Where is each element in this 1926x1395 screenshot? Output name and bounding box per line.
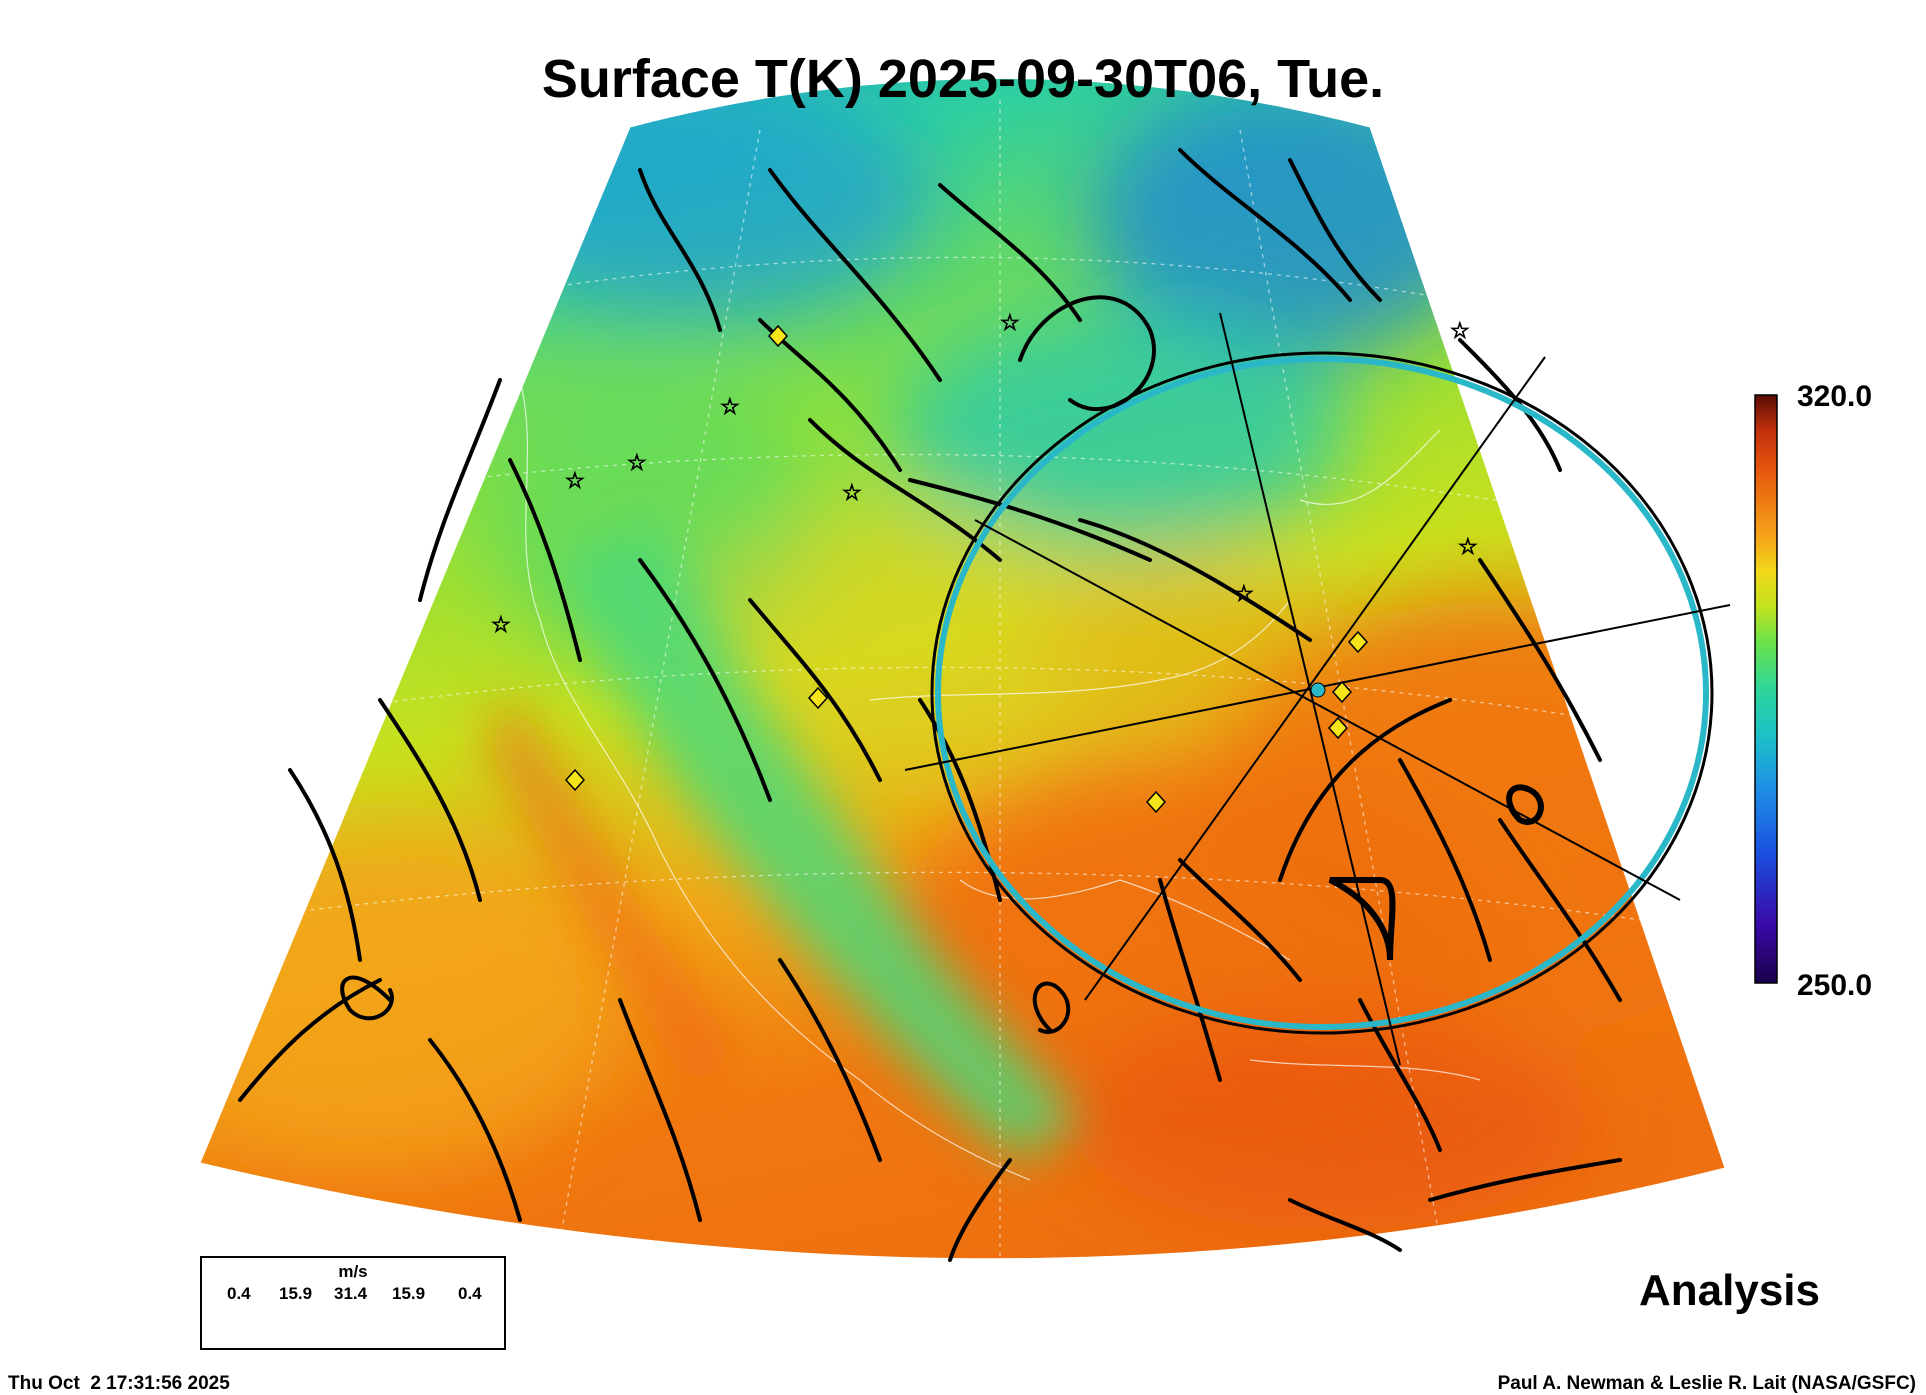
- svg-text:☆: ☆: [491, 612, 511, 637]
- wind-legend-value: 0.4: [227, 1284, 251, 1303]
- svg-text:☆: ☆: [1458, 534, 1478, 559]
- wind-legend-value: 31.4: [334, 1284, 368, 1303]
- wind-legend-value: 0.4: [458, 1284, 482, 1303]
- analysis-label: Analysis: [1639, 1266, 1820, 1315]
- svg-text:☆: ☆: [627, 450, 647, 475]
- credit: Paul A. Newman & Leslie R. Lait (NASA/GS…: [1497, 1373, 1916, 1394]
- timestamp: Thu Oct 2 17:31:56 2025: [8, 1373, 230, 1394]
- wind-legend-unit: m/s: [338, 1262, 368, 1281]
- diamond-markers: [564, 324, 1369, 814]
- colorbar: [1754, 394, 1778, 984]
- star-markers: ☆ ☆ ☆ ☆ ☆ ☆ ☆ ☆ ☆: [491, 310, 1479, 638]
- colorbar-max-label: 320.0: [1797, 380, 1873, 413]
- colorbar-min-label: 250.0: [1797, 969, 1873, 1002]
- wind-streamlines: [238, 148, 1622, 1262]
- map-title: Surface T(K) 2025-09-30T06, Tue.: [541, 49, 1385, 109]
- temperature-field: [200, 78, 1725, 1259]
- svg-text:☆: ☆: [1000, 310, 1020, 335]
- svg-text:☆: ☆: [1450, 318, 1470, 343]
- wind-legend-value: 15.9: [279, 1284, 313, 1303]
- wind-legend-value: 15.9: [392, 1284, 426, 1303]
- svg-text:☆: ☆: [1234, 581, 1254, 606]
- svg-text:☆: ☆: [565, 468, 585, 493]
- svg-text:☆: ☆: [720, 394, 740, 419]
- analysis-ring: [904, 312, 1731, 1066]
- svg-text:☆: ☆: [842, 480, 862, 505]
- wind-legend: m/s 0.4 15.9 31.4 15.9 0.4: [200, 1256, 506, 1350]
